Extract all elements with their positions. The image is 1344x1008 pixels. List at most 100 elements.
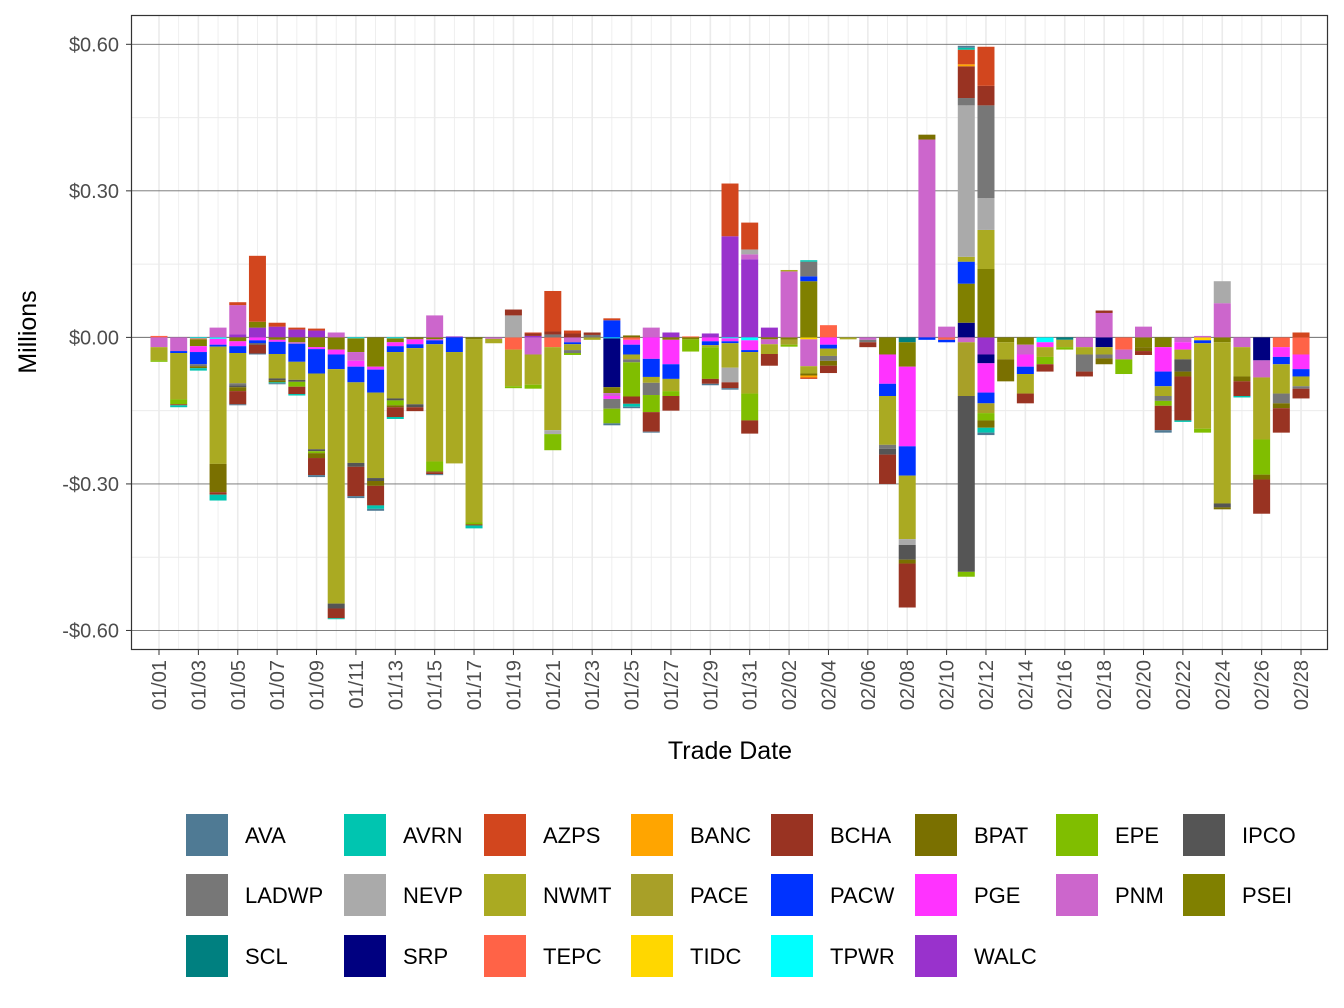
- x-tick-label: 01/21: [543, 660, 565, 710]
- bar-segment-pnm-01-15: [426, 315, 444, 338]
- bar-segment-pnm-01-01: [150, 337, 168, 348]
- x-tick-label: 02/28: [1291, 660, 1313, 710]
- bar-segment-nwmt-02-08: [898, 475, 916, 540]
- bar-segment-tpwr-01-13: [386, 337, 404, 339]
- bar-segment-nwmt-01-07: [268, 353, 286, 379]
- bar-segment-pacw-01-27: [662, 364, 680, 379]
- bar-segment-ladwp-01-22: [563, 350, 581, 354]
- bar-segment-pacw-01-09: [308, 349, 326, 374]
- bar-segment-epe-01-29: [701, 347, 719, 379]
- x-tick-label: 01/11: [346, 660, 368, 709]
- x-tick-label: 01/29: [700, 660, 722, 710]
- bar-segment-psei-01-28: [682, 337, 700, 340]
- bar-segment-azps-01-07: [268, 322, 286, 327]
- bar-segment-nwmt-02-15: [1036, 347, 1054, 357]
- bar-segment-bcha-02-17: [1075, 371, 1093, 377]
- bar-segment-nwmt-01-18: [485, 338, 503, 344]
- bar-segment-nwmt-02-27: [1272, 364, 1290, 394]
- bar-segment-bpat-02-04: [819, 360, 837, 366]
- legend-label-ladwp: LADWP: [245, 883, 323, 908]
- bar-segment-pge-01-11: [347, 360, 365, 367]
- bar-segment-walc-01-09: [308, 330, 326, 338]
- bar-segment-psei-02-01: [760, 337, 778, 340]
- bar-segment-ladwp-02-28: [1292, 386, 1310, 389]
- bar-segment-pge-02-21: [1154, 347, 1172, 372]
- bar-segment-nwmt-01-19: [504, 349, 522, 387]
- bar-segment-ladwp-02-21: [1154, 396, 1172, 401]
- bar-segment-psei-02-20: [1135, 337, 1152, 348]
- bar-segment-pacw-01-07: [268, 341, 286, 354]
- bar-segment-azps-02-03: [800, 377, 818, 379]
- bar-segment-nwmt-02-24: [1213, 342, 1231, 504]
- bar-segment-pacw-01-24: [603, 320, 621, 338]
- bar-segment-bpat-02-13: [997, 359, 1015, 382]
- bar-segment-ladwp-01-26: [642, 382, 660, 396]
- bar-segment-azps-01-22: [563, 330, 581, 334]
- bar-segment-pacw-01-31: [741, 350, 759, 353]
- bar-segment-pnm-02-26: [1253, 360, 1271, 378]
- bar-segment-ipco-01-10: [327, 603, 345, 609]
- legend-key-nevp: [344, 874, 386, 916]
- bar-segment-walc-01-31: [741, 259, 759, 338]
- bar-segment-pacw-01-13: [386, 346, 404, 353]
- bar-segment-pge-01-30: [721, 338, 739, 342]
- bar-segment-bcha-02-15: [1036, 364, 1054, 372]
- legend-key-pace: [631, 874, 673, 916]
- bar-segment-nwmt-02-18: [1095, 347, 1113, 355]
- bar-segment-pge-01-29: [701, 337, 719, 342]
- bar-segment-walc-01-05: [229, 334, 247, 338]
- bar-segment-nevp-01-31: [741, 249, 759, 255]
- bar-segment-tepc-02-10: [938, 337, 956, 340]
- bar-segment-bcha-01-20: [524, 333, 542, 336]
- bar-segment-ava-02-11: [957, 45, 975, 48]
- bar-segment-epe-02-21: [1154, 400, 1172, 406]
- bar-segment-walc-01-16: [445, 336, 463, 338]
- bar-segment-pnm-01-11: [347, 352, 365, 361]
- bar-segment-pacw-01-12: [367, 369, 385, 393]
- bar-segment-bcha-02-12: [977, 85, 995, 106]
- bar-segment-bcha-02-06: [859, 342, 877, 348]
- bar-segment-pge-01-07: [268, 339, 286, 342]
- x-tick-label: 02/08: [897, 660, 919, 710]
- bar-segment-epe-01-24: [603, 408, 621, 424]
- bar-segment-psei-01-14: [406, 337, 424, 340]
- bar-segment-psei-01-09: [308, 337, 326, 348]
- bar-segment-bcha-02-22: [1174, 376, 1192, 421]
- legend-key-tidc: [631, 935, 673, 977]
- legend-key-azps: [484, 814, 526, 856]
- bar-segment-walc-01-29: [701, 333, 719, 338]
- x-tick-label: 02/22: [1173, 660, 1195, 710]
- bar-segment-ipco-02-22: [1174, 359, 1192, 372]
- bar-segment-scl-02-16: [1056, 337, 1074, 340]
- bar-segment-bcha-01-17: [465, 524, 483, 526]
- bar-segment-pnm-02-06: [859, 337, 877, 340]
- legend-label-pge: PGE: [974, 883, 1020, 908]
- bar-segment-bcha-01-05: [229, 391, 247, 405]
- bar-segment-psei-02-21: [1154, 337, 1172, 348]
- bar-segment-epe-01-17: [465, 522, 483, 525]
- bar-segment-avrn-02-22: [1174, 420, 1192, 422]
- bar-segment-ava-01-07: [268, 383, 286, 385]
- bar-segment-pacw-02-21: [1154, 371, 1172, 387]
- bar-segment-pacw-01-26: [642, 358, 660, 377]
- bar-segment-bpat-01-13: [386, 405, 404, 408]
- bar-segment-epe-02-16: [1056, 347, 1074, 350]
- bar-segment-pnm-02-20: [1135, 326, 1152, 338]
- bar-segment-avrn-01-08: [288, 394, 306, 396]
- x-tick-label: 01/05: [228, 660, 250, 710]
- bar-segment-psei-02-03: [800, 281, 818, 338]
- bar-segment-epe-02-02: [780, 344, 798, 347]
- x-tick-label: 02/20: [1134, 660, 1156, 710]
- bar-segment-bcha-01-10: [327, 608, 345, 619]
- bar-segment-bpat-02-26: [1253, 474, 1271, 480]
- bar-segment-nwmt-02-04: [819, 348, 837, 356]
- bar-segment-bcha-01-11: [347, 466, 365, 497]
- bar-segment-bpat-02-22: [1174, 371, 1192, 377]
- x-tick-label: 02/12: [976, 660, 998, 710]
- bar-segment-avrn-02-11: [957, 47, 975, 50]
- bar-segment-avrn-01-17: [465, 525, 483, 529]
- bar-segment-nwmt-02-11: [957, 256, 975, 262]
- bar-segment-bcha-01-21: [544, 331, 562, 335]
- legend-key-srp: [344, 935, 386, 977]
- bar-segment-bpat-02-25: [1233, 376, 1251, 382]
